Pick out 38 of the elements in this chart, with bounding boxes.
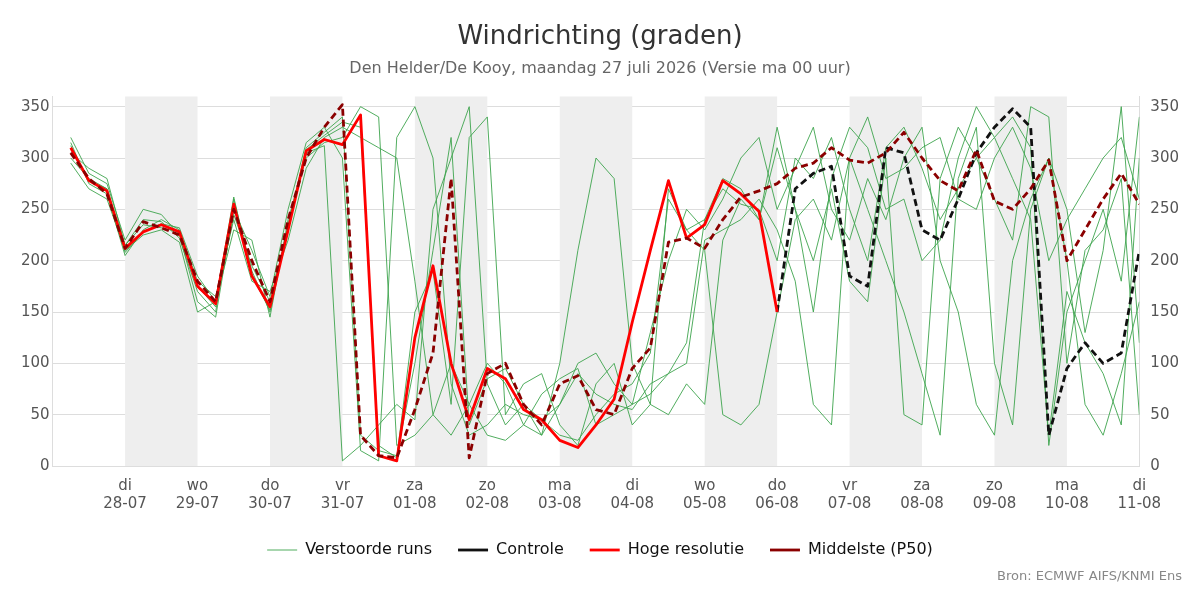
legend-label: Controle	[496, 539, 564, 559]
chart-title: Windrichting (graden)	[457, 20, 743, 51]
y-tick-label: 300	[20, 147, 50, 166]
y2-tick-label: 250	[1150, 199, 1180, 218]
y2-tick-label: 50	[1150, 404, 1170, 423]
y2-tick-label: 100	[1150, 353, 1180, 372]
x-tick-label: di 28-07	[103, 475, 147, 512]
legend-label: Middelste (P50)	[807, 539, 933, 559]
x-tick-label: za 01-08	[393, 475, 437, 512]
y-tick-label: 100	[20, 353, 50, 372]
x-tick-label: vr 07-08	[827, 475, 872, 512]
y-tick-label: 200	[20, 250, 50, 269]
x-tick-label: wo 29-07	[175, 475, 220, 512]
legend-label: Hoge resolutie	[627, 539, 744, 559]
y2-tick-label: 0	[1150, 455, 1160, 474]
x-tick-label: do 30-07	[248, 475, 292, 512]
x-tick-label: di 04-08	[610, 475, 655, 512]
x-tick-label: zo 09-08	[972, 475, 1017, 512]
y2-tick-label: 150	[1150, 301, 1180, 320]
chart-subtitle: Den Helder/De Kooy, maandag 27 juli 2026 (Versie ma 00 uur)	[349, 57, 851, 77]
legend-label: Verstoorde runs	[305, 539, 433, 559]
x-tick-label: ma 03-08	[537, 475, 582, 512]
text: Bron: ECMWF AIFS/KNMI Ens	[997, 568, 1182, 583]
y-tick-label: 150	[20, 301, 50, 320]
y-tick-label: 0	[40, 455, 50, 474]
x-tick-label: zo 02-08	[465, 475, 510, 512]
x-tick-label: za 08-08	[900, 475, 944, 512]
y2-tick-label: 300	[1150, 147, 1180, 166]
y-tick-label: 250	[20, 199, 50, 218]
y2-tick-label: 350	[1150, 96, 1180, 115]
x-tick-label: di 11-08	[1117, 475, 1162, 512]
x-tick-label: do 06-08	[755, 475, 799, 512]
y-tick-label: 350	[20, 96, 50, 115]
x-tick-label: ma 10-08	[1045, 475, 1089, 512]
y2-tick-label: 200	[1150, 250, 1180, 269]
x-tick-label: vr 31-07	[320, 475, 365, 512]
x-tick-label: wo 05-08	[682, 475, 727, 512]
y-tick-label: 50	[30, 404, 50, 423]
